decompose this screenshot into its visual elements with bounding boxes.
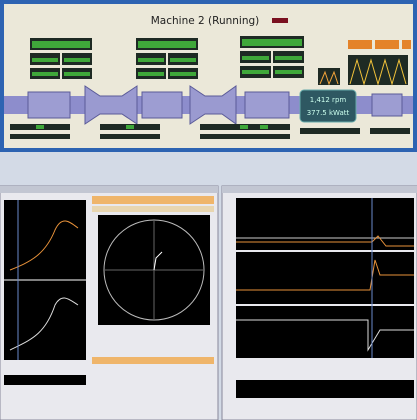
shape-g xyxy=(36,125,268,129)
shape-g xyxy=(32,39,302,76)
shape-rect xyxy=(32,72,58,76)
shape-rect xyxy=(170,72,196,76)
shape-rect xyxy=(370,128,410,134)
shape-path xyxy=(153,251,163,271)
shape-path xyxy=(9,297,79,351)
shape-rect xyxy=(375,40,399,49)
shape-rect xyxy=(170,58,196,62)
shape-rect xyxy=(10,134,70,139)
shape-rect xyxy=(236,252,414,304)
indicator-blocks xyxy=(30,36,411,86)
shape-rect xyxy=(222,186,417,193)
shape-rect xyxy=(242,39,302,46)
shape-rect xyxy=(92,196,214,204)
shape-rect xyxy=(138,41,196,48)
shape-path xyxy=(349,58,407,86)
shape-rect xyxy=(348,40,372,49)
shape-rect xyxy=(402,40,411,49)
shape-rect xyxy=(236,198,414,250)
shape-rect xyxy=(4,375,86,385)
shape-rect xyxy=(100,134,160,139)
readout-box xyxy=(299,89,357,123)
shape-rect xyxy=(244,91,290,119)
shape-rect xyxy=(138,72,164,76)
shape-rect xyxy=(242,56,269,60)
shape-rect xyxy=(36,125,44,129)
shape-rect xyxy=(236,380,414,398)
shape-path xyxy=(319,70,339,86)
shape-rect xyxy=(141,91,183,119)
speed-readout: 1,412 rpm xyxy=(310,96,347,104)
shape-rect xyxy=(275,56,302,60)
shape-rect xyxy=(92,357,214,364)
shape-rect xyxy=(126,125,134,129)
shape-path xyxy=(236,259,414,291)
shape-rect xyxy=(275,70,302,74)
shape-path xyxy=(236,235,414,247)
shape-rect xyxy=(0,186,218,193)
shape-rect xyxy=(236,306,414,358)
shape-rect xyxy=(138,58,164,62)
shape-rect xyxy=(200,134,290,139)
shape-rect xyxy=(32,58,58,62)
shape-rect xyxy=(27,91,71,119)
shape-rect xyxy=(64,58,90,62)
window-left xyxy=(0,185,219,420)
window-right xyxy=(221,185,417,420)
shape-rect xyxy=(240,125,248,129)
shape-path xyxy=(236,319,414,352)
shape-path xyxy=(9,220,79,271)
power-readout: 377.5 kWatt xyxy=(307,109,350,117)
status-bars xyxy=(10,124,410,139)
shape-rect xyxy=(92,206,214,212)
machine-title: Machine 2 (Running) xyxy=(151,15,260,27)
shape-rect xyxy=(260,125,268,129)
status-led xyxy=(272,18,288,23)
shape-rect xyxy=(32,41,90,48)
shape-rect xyxy=(348,55,408,85)
shape-rect xyxy=(300,128,360,134)
shape-rect xyxy=(64,72,90,76)
shape-rect xyxy=(371,93,403,117)
shape-rect xyxy=(242,70,269,74)
